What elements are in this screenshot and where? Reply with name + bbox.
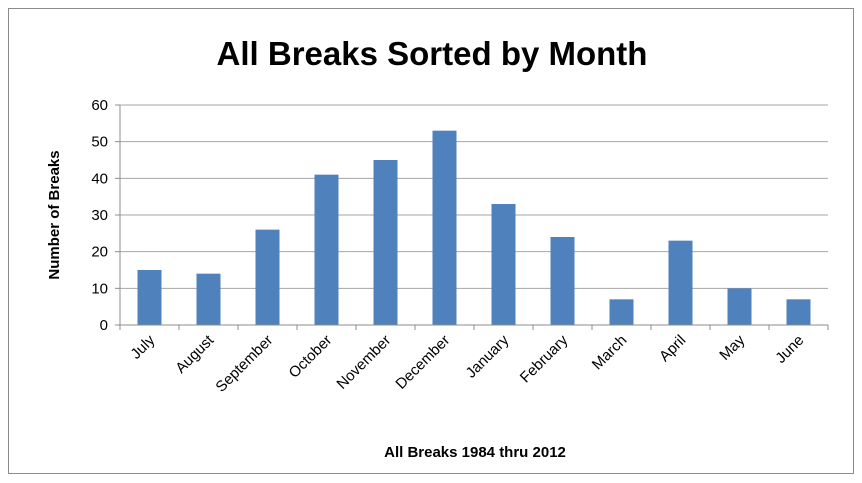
bar-layer xyxy=(137,130,811,325)
y-axis-label: Number of Breaks xyxy=(46,150,63,279)
x-tick-label-december: December xyxy=(392,332,453,393)
bar-october xyxy=(314,174,339,325)
grid-layer xyxy=(120,104,828,289)
x-axis-label: All Breaks 1984 thru 2012 xyxy=(384,444,566,461)
y-tick-label: 50 xyxy=(91,134,108,151)
x-tick-label-september: September xyxy=(212,332,276,396)
x-tick-label-august: August xyxy=(172,331,218,377)
y-tick-label: 30 xyxy=(91,207,108,224)
y-tick-label: 60 xyxy=(91,97,108,114)
bar-july xyxy=(137,270,162,325)
x-tick-label-march: March xyxy=(589,332,630,373)
x-tick-label-june: June xyxy=(772,332,807,367)
y-tick-label: 20 xyxy=(91,244,108,261)
y-tick-label: 0 xyxy=(100,317,108,334)
x-tick-label-january: January xyxy=(463,331,513,381)
y-tick-label: 10 xyxy=(91,280,108,297)
chart-title: All Breaks Sorted by Month xyxy=(217,35,648,72)
bar-december xyxy=(432,130,457,325)
y-tick-label: 40 xyxy=(91,170,108,187)
x-tick-label-november: November xyxy=(333,332,394,393)
x-tick-label-may: May xyxy=(716,331,748,363)
x-tick-label-july: July xyxy=(127,331,158,362)
bar-january xyxy=(491,204,516,325)
bar-november xyxy=(373,160,398,325)
chart-frame xyxy=(8,8,854,474)
x-tick-label-october: October xyxy=(286,332,336,382)
x-tick-label-april: April xyxy=(656,332,689,365)
axis-layer xyxy=(115,104,829,330)
y-tick-labels: 0 10 20 30 40 50 60 xyxy=(91,97,108,334)
bar-september xyxy=(255,229,280,325)
bar-march xyxy=(609,299,634,325)
bar-february xyxy=(550,237,575,325)
bar-august xyxy=(196,273,221,325)
x-tick-label-february: February xyxy=(517,331,572,386)
bar-june xyxy=(786,299,811,325)
bar-april xyxy=(668,240,693,325)
bar-may xyxy=(727,288,752,325)
